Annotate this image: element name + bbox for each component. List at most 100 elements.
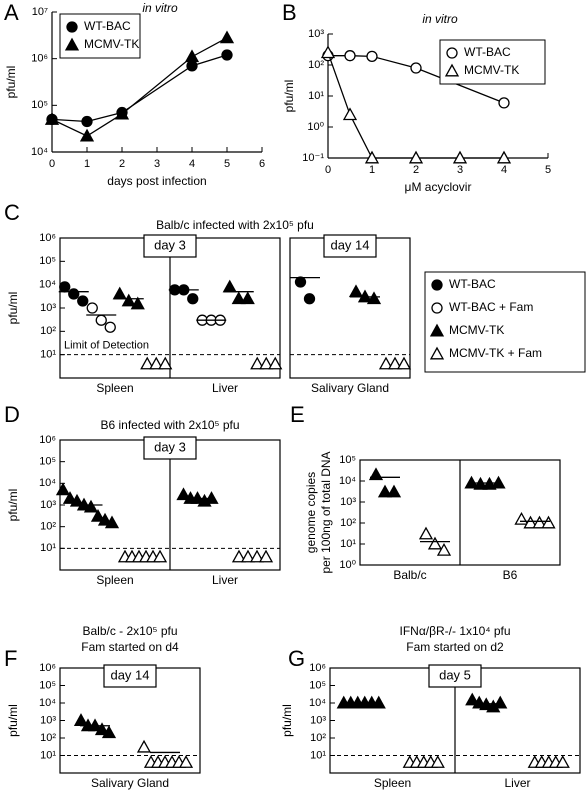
y-tick-label: 10³ xyxy=(40,499,56,511)
marker-triangle xyxy=(541,515,556,529)
legend-marker xyxy=(431,279,443,291)
chart-title: in vitro xyxy=(422,12,458,26)
marker-triangle xyxy=(152,549,168,563)
marker-triangle xyxy=(387,356,403,370)
y-tick-label: 10⁶ xyxy=(31,53,48,65)
x-tick-label: 2 xyxy=(413,164,419,176)
marker-triangle xyxy=(158,356,173,370)
marker-triangle xyxy=(378,356,394,370)
marker-triangle xyxy=(342,107,358,121)
legend-box xyxy=(439,39,546,85)
legend-label: WT-BAC xyxy=(449,277,496,291)
y-tick-label: 10² xyxy=(308,59,324,71)
marker-triangle xyxy=(184,49,200,63)
marker-triangle xyxy=(259,356,274,370)
x-tick-label: 2 xyxy=(119,158,125,170)
marker-circle xyxy=(410,62,422,74)
marker-triangle xyxy=(532,515,547,529)
y-tick-label: 10⁴ xyxy=(339,475,356,487)
marker-circle xyxy=(186,60,198,72)
day-label: day 3 xyxy=(154,439,186,454)
y-axis-label: pfu/ml xyxy=(282,80,296,113)
legend-label: WT-BAC + Fam xyxy=(449,300,533,314)
y-axis-label: pfu/ml xyxy=(280,704,294,737)
marker-triangle xyxy=(386,484,402,498)
y-tick-label: 10⁷ xyxy=(32,6,48,18)
marker-triangle xyxy=(436,542,452,556)
marker-triangle xyxy=(44,112,60,125)
marker-triangle xyxy=(493,695,508,709)
y-tick-label: 10² xyxy=(40,521,56,533)
marker-triangle xyxy=(176,487,191,501)
marker-triangle xyxy=(514,511,529,525)
panel-letter: B xyxy=(282,0,297,25)
day-box xyxy=(323,234,377,258)
marker-circle xyxy=(187,293,199,305)
y-tick-label: 10⁶ xyxy=(39,662,56,674)
marker-triangle xyxy=(178,755,194,768)
y-tick-label: 10³ xyxy=(308,28,324,40)
marker-triangle xyxy=(258,549,274,563)
marker-triangle xyxy=(555,755,570,768)
y-axis-label: pfu/ml xyxy=(6,292,20,325)
day-box xyxy=(428,664,482,688)
marker-circle xyxy=(68,288,80,300)
y-tick-label: 10⁵ xyxy=(339,454,356,466)
legend-marker xyxy=(431,302,443,314)
series-line xyxy=(327,52,504,159)
y-tick-label: 10⁰ xyxy=(307,121,324,133)
day-label: day 3 xyxy=(154,237,186,252)
marker-triangle xyxy=(222,279,237,293)
marker-triangle xyxy=(268,356,283,370)
y-axis-label: genome copies xyxy=(304,472,318,553)
marker-circle xyxy=(59,281,71,293)
y-tick-label: 10³ xyxy=(40,714,56,726)
category-label: Spleen xyxy=(96,381,133,395)
y-tick-label: 10¹ xyxy=(340,538,356,550)
x-tick-label: 5 xyxy=(224,158,230,170)
marker-triangle xyxy=(94,722,110,736)
marker-triangle xyxy=(62,491,78,504)
marker-circle xyxy=(498,97,510,109)
chart-title: B6 infected with 2x10⁵ pfu xyxy=(100,418,239,432)
y-tick-label: 10⁵ xyxy=(31,99,48,111)
panel-letter: C xyxy=(4,200,20,225)
day-label: day 5 xyxy=(439,667,471,682)
marker-triangle xyxy=(83,499,99,513)
y-tick-label: 10⁴ xyxy=(39,697,56,709)
x-tick-label: 1 xyxy=(369,164,375,176)
y-tick-label: 10² xyxy=(310,732,326,744)
legend-box xyxy=(59,13,141,59)
chart-subtitle: Fam started on d2 xyxy=(406,640,504,654)
category-label: Spleen xyxy=(96,573,133,587)
marker-triangle xyxy=(101,725,117,739)
marker-triangle xyxy=(104,515,120,529)
y-tick-label: 10³ xyxy=(310,714,326,726)
y-tick-label: 10⁻¹ xyxy=(302,152,324,164)
chart-title: IFNα/βR-/- 1x10⁴ pfu xyxy=(399,624,510,638)
category-label: Spleen xyxy=(374,776,411,790)
marker-triangle xyxy=(249,549,265,563)
category-label: B6 xyxy=(503,568,518,582)
y-tick-label: 10¹ xyxy=(40,749,56,761)
panel-letter: D xyxy=(4,402,20,427)
legend-label: MCMV-TK xyxy=(84,37,139,51)
legend-label: MCMV-TK + Fam xyxy=(449,346,542,360)
marker-triangle xyxy=(69,493,85,507)
y-tick-label: 10¹ xyxy=(310,749,326,761)
y-tick-label: 10² xyxy=(40,732,56,744)
marker-triangle xyxy=(121,293,136,307)
marker-triangle xyxy=(231,549,247,563)
marker-circle xyxy=(77,295,89,307)
x-axis-label: μM acyclovir xyxy=(405,180,472,194)
y-tick-label: 10⁵ xyxy=(39,255,56,267)
marker-circle xyxy=(303,293,316,305)
day-box xyxy=(143,234,197,258)
y-tick-label: 10⁵ xyxy=(309,679,326,691)
marker-triangle xyxy=(465,692,480,706)
day-box xyxy=(143,436,197,460)
y-axis-label: pfu/ml xyxy=(6,704,20,737)
x-tick-label: 0 xyxy=(325,164,331,176)
plot-frame xyxy=(289,237,411,379)
